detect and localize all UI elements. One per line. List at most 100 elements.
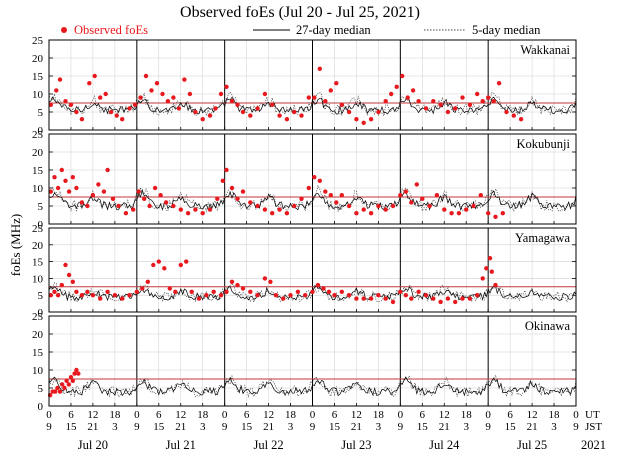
observed-point — [456, 211, 462, 216]
observed-point — [76, 371, 81, 376]
legend-observed-marker — [61, 27, 67, 33]
observed-point — [281, 296, 286, 301]
observed-point — [178, 207, 183, 212]
observed-point — [178, 262, 183, 268]
observed-point — [116, 203, 121, 209]
observed-point — [66, 189, 72, 194]
observed-point — [193, 109, 198, 115]
observed-point — [163, 200, 169, 205]
observed-point — [438, 102, 443, 108]
station-label: Kokubunji — [517, 137, 571, 151]
legend-observed-label: Observed foEs — [74, 23, 148, 37]
observed-point — [449, 211, 454, 216]
observed-point — [438, 299, 443, 305]
observed-point — [434, 193, 440, 198]
observed-point — [361, 296, 366, 301]
observed-point — [480, 276, 485, 281]
observed-point — [74, 109, 79, 115]
observed-point — [255, 203, 260, 209]
observed-point — [248, 200, 253, 205]
observed-point — [487, 256, 493, 261]
median-27day-line — [48, 376, 577, 397]
ut-tick-label: 12 — [527, 409, 538, 421]
observed-point — [182, 77, 187, 82]
observed-point — [312, 175, 317, 180]
observed-point — [248, 113, 253, 118]
observed-point — [383, 99, 388, 104]
observed-point — [55, 293, 61, 298]
observed-point — [493, 214, 498, 219]
observed-point — [383, 296, 388, 301]
observed-point — [248, 289, 253, 294]
observed-point — [142, 196, 147, 201]
observed-point — [306, 95, 311, 100]
observed-point — [64, 378, 69, 383]
ut-tick-label: 18 — [197, 409, 209, 421]
observed-point — [321, 286, 326, 291]
observed-point — [361, 120, 366, 126]
observed-point — [361, 207, 366, 212]
ut-tick-label: 6 — [68, 409, 74, 421]
observed-point — [160, 91, 165, 97]
jst-tick-label: 3 — [463, 421, 469, 433]
observed-point — [354, 296, 359, 301]
ut-tick-label: 0 — [485, 409, 491, 421]
observed-point — [323, 99, 328, 104]
observed-point — [475, 293, 480, 298]
observed-point — [262, 91, 268, 97]
observed-point — [70, 279, 76, 284]
jst-tick-label: 9 — [222, 421, 228, 433]
observed-point — [339, 193, 344, 198]
chart-title: Observed foEs (Jul 20 - Jul 25, 2021) — [180, 4, 420, 21]
jst-tick-label: 21 — [175, 421, 186, 433]
observed-point — [85, 289, 90, 294]
jst-tick-label: 21 — [351, 421, 362, 433]
observed-point — [420, 196, 425, 201]
ut-tick-label: 12 — [351, 409, 362, 421]
observed-point — [277, 207, 282, 212]
ut-tick-label: 6 — [420, 409, 426, 421]
observed-point — [403, 293, 408, 298]
jst-tick-label: 3 — [551, 421, 557, 433]
observed-point — [171, 95, 176, 100]
observed-point — [184, 259, 189, 264]
observed-point — [346, 293, 352, 298]
observed-point — [87, 81, 92, 86]
observed-point — [176, 106, 182, 111]
observed-point — [140, 286, 145, 291]
observed-point — [63, 178, 68, 183]
observed-point — [405, 95, 410, 100]
y-tick-label: 20 — [32, 329, 44, 341]
observed-point — [376, 293, 381, 298]
observed-point — [187, 91, 193, 97]
observed-point — [240, 109, 246, 115]
panel-frame — [48, 133, 577, 225]
observed-point — [493, 282, 498, 288]
ut-tick-label: 0 — [134, 409, 140, 421]
observed-point — [496, 81, 502, 86]
observed-point — [224, 167, 229, 173]
observed-point — [299, 196, 304, 201]
y-tick-label: 0 — [38, 219, 44, 231]
jst-tick-label: 3 — [288, 421, 294, 433]
observed-point — [165, 99, 171, 104]
y-tick-label: 10 — [32, 89, 44, 101]
observed-point — [480, 99, 485, 104]
ut-tick-label: 0 — [222, 409, 228, 421]
observed-point — [431, 99, 436, 104]
observed-point — [423, 106, 429, 111]
ut-tick-label: 6 — [156, 409, 162, 421]
observed-point — [57, 389, 63, 394]
observed-point — [193, 207, 198, 212]
panel-yamagawa: 0 5 10 15 20 25 Yamagawa — [32, 223, 577, 319]
observed-point — [59, 167, 64, 173]
observed-point — [394, 84, 399, 90]
observed-point — [66, 382, 72, 387]
observed-point — [409, 200, 414, 205]
observed-point — [317, 178, 322, 183]
observed-point — [240, 189, 246, 194]
jst-tick-label: 21 — [263, 421, 274, 433]
station-panels: 0 5 10 15 20 25 Wakkanai 0 5 10 15 20 25 Kokubunji 0 5 1… — [32, 35, 577, 413]
observed-point — [262, 276, 268, 281]
jst-tick-label: 9 — [46, 421, 52, 433]
